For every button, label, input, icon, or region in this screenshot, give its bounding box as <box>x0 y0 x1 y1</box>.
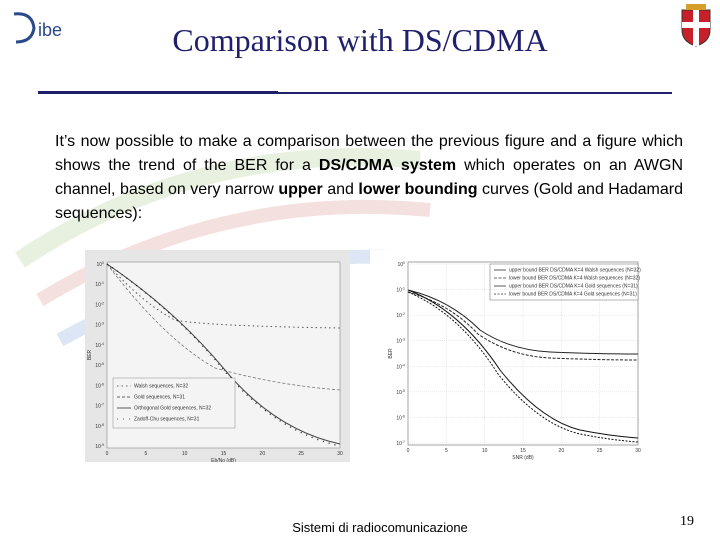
page-number: 19 <box>680 514 694 529</box>
tick-exponent: -3 <box>402 338 405 342</box>
x-tick-label: 30 <box>337 451 343 457</box>
logo-text: ibe <box>38 20 62 40</box>
tick-exponent: 0 <box>403 261 405 265</box>
x-tick-label: 15 <box>520 448 526 454</box>
legend-label: upper bound BER DS/CDMA K=4 Gold sequenc… <box>509 284 638 290</box>
y-tick-label: 10-1 <box>95 281 104 288</box>
tick-exponent: -1 <box>402 287 405 291</box>
tick-exponent: -5 <box>402 389 405 393</box>
y-tick-label: 10-4 <box>396 363 405 370</box>
y-tick-label: 10-4 <box>95 342 104 349</box>
x-tick-label: 10 <box>482 448 488 454</box>
tick-exponent: -6 <box>101 382 104 386</box>
legend-label: Walsh sequences, N=32 <box>134 384 188 390</box>
slide-title: Comparison with DS/CDMA <box>172 22 548 58</box>
y-tick-label: 10-7 <box>95 403 104 410</box>
legend-label: upper bound BER DS/CDMA K=4 Walsh sequen… <box>509 268 641 274</box>
tick-base: 10 <box>396 313 402 319</box>
legend-label: lower bound BER DS/CDMA K=4 Gold sequenc… <box>509 292 637 298</box>
title-rule <box>38 91 672 94</box>
y-tick-label: 10-3 <box>95 322 104 329</box>
x-tick-label: 30 <box>635 448 641 454</box>
tick-exponent: -2 <box>101 301 104 305</box>
x-tick-label: 20 <box>559 448 565 454</box>
tick-exponent: -3 <box>101 322 104 326</box>
x-tick-label: 15 <box>221 451 227 457</box>
tick-base: 10 <box>396 390 402 396</box>
tick-base: 10 <box>396 339 402 345</box>
y-axis-label: BER <box>388 348 394 359</box>
x-tick-label: 20 <box>260 451 266 457</box>
tick-base: 10 <box>95 383 101 389</box>
y-tick-label: 10-1 <box>396 287 405 294</box>
tick-base: 10 <box>396 288 402 294</box>
tick-base: 10 <box>95 282 101 288</box>
bold-text: lower bounding <box>358 181 478 198</box>
y-tick-label: 10-2 <box>95 301 104 308</box>
body-text: It’s now possible to make a comparison b… <box>55 130 683 226</box>
tick-base: 10 <box>95 343 101 349</box>
bold-text: upper <box>278 181 323 198</box>
tick-base: 10 <box>95 444 101 450</box>
x-tick-label: 5 <box>144 451 147 457</box>
tick-exponent: -7 <box>402 440 405 444</box>
bold-text: DS/CDMA system <box>318 157 457 174</box>
text-run: It’s now possible to make a comparison b… <box>55 133 683 174</box>
y-tick-label: 10-3 <box>396 338 405 345</box>
x-axis-label: Eb/No (dB) <box>211 458 236 462</box>
footer: Sistemi di radiocomunicazione <box>292 520 468 535</box>
y-tick-label: 10-2 <box>396 312 405 319</box>
x-tick-label: 0 <box>106 451 109 457</box>
y-tick-label: 100 <box>397 261 405 268</box>
x-tick-label: 0 <box>407 448 410 454</box>
tick-base: 10 <box>396 441 402 447</box>
tick-exponent: -7 <box>101 403 104 407</box>
y-tick-label: 10-9 <box>95 443 104 450</box>
x-tick-label: 10 <box>182 451 188 457</box>
legend-label: Zadoff-Chu sequences, N=31 <box>134 417 200 423</box>
y-tick-label: 10-6 <box>95 382 104 389</box>
tick-exponent: -2 <box>402 312 405 316</box>
y-tick-label: 10-5 <box>95 362 104 369</box>
legend-label: Orthogonal Gold sequences, N=32 <box>134 406 211 412</box>
tick-base: 10 <box>95 404 101 410</box>
x-tick-label: 25 <box>597 448 603 454</box>
tick-base: 10 <box>95 302 101 308</box>
legend-label: lower bound BER DS/CDMA K=4 Walsh sequen… <box>509 276 640 282</box>
tick-exponent: -4 <box>101 342 104 346</box>
y-axis-label: BER <box>87 349 93 360</box>
tick-base: 10 <box>96 262 102 268</box>
legend-label: Gold sequences, N=31 <box>134 395 185 401</box>
x-axis-label: SNR (dB) <box>512 455 534 461</box>
y-tick-label: 100 <box>96 261 104 268</box>
tick-exponent: -6 <box>402 414 405 418</box>
tick-base: 10 <box>397 262 403 268</box>
y-tick-label: 10-6 <box>396 414 405 421</box>
tick-exponent: 0 <box>102 261 104 265</box>
x-tick-label: 25 <box>298 451 304 457</box>
x-tick-label: 5 <box>445 448 448 454</box>
tick-exponent: -1 <box>101 281 104 285</box>
tick-base: 10 <box>95 424 101 430</box>
y-tick-label: 10-5 <box>396 389 405 396</box>
tick-exponent: -4 <box>402 363 405 367</box>
y-tick-label: 10-8 <box>95 423 104 430</box>
logo: ibe <box>13 12 62 44</box>
tick-base: 10 <box>396 364 402 370</box>
text-run: and <box>322 181 359 198</box>
y-tick-label: 10-7 <box>396 440 405 447</box>
tick-exponent: -8 <box>101 423 104 427</box>
tick-exponent: -9 <box>101 443 104 447</box>
figure: 0 5 10 15 20 25 3010010-110-210-310-410-510-61… <box>85 250 350 462</box>
tick-exponent: -5 <box>101 362 104 366</box>
tick-base: 10 <box>95 323 101 329</box>
crest <box>681 4 711 47</box>
text-run: which operates on an AWGN channel, based… <box>55 157 684 198</box>
text-run: curves (Gold and Hadamard sequences): <box>55 181 684 222</box>
figure: 0 5 10 15 20 25 3010010-110-210-310-410-510-61… <box>370 250 655 468</box>
tick-base: 10 <box>396 415 402 421</box>
tick-base: 10 <box>95 363 101 369</box>
